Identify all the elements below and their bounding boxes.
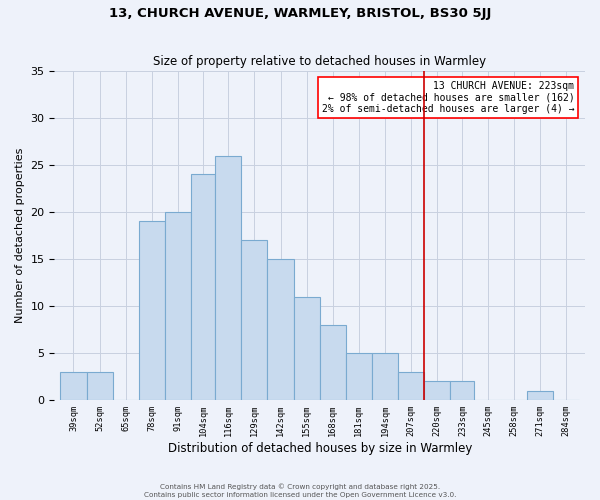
Bar (424, 382, 451, 400)
Bar (398, 372, 424, 400)
Bar (241, 240, 268, 400)
Bar (293, 296, 320, 400)
Bar (86, 372, 113, 400)
Bar (139, 222, 165, 400)
Bar (61, 372, 86, 400)
Bar (527, 390, 553, 400)
Bar (215, 156, 241, 400)
Bar (320, 325, 346, 400)
Text: Contains HM Land Registry data © Crown copyright and database right 2025.
Contai: Contains HM Land Registry data © Crown c… (144, 484, 456, 498)
Bar (346, 353, 372, 400)
Bar (191, 174, 215, 400)
Bar (165, 212, 191, 400)
Y-axis label: Number of detached properties: Number of detached properties (15, 148, 25, 324)
Title: Size of property relative to detached houses in Warmley: Size of property relative to detached ho… (153, 56, 486, 68)
Text: 13 CHURCH AVENUE: 223sqm
← 98% of detached houses are smaller (162)
2% of semi-d: 13 CHURCH AVENUE: 223sqm ← 98% of detach… (322, 81, 574, 114)
Bar (451, 382, 475, 400)
Bar (268, 259, 293, 400)
X-axis label: Distribution of detached houses by size in Warmley: Distribution of detached houses by size … (167, 442, 472, 455)
Text: 13, CHURCH AVENUE, WARMLEY, BRISTOL, BS30 5JJ: 13, CHURCH AVENUE, WARMLEY, BRISTOL, BS3… (109, 8, 491, 20)
Bar (372, 353, 398, 400)
